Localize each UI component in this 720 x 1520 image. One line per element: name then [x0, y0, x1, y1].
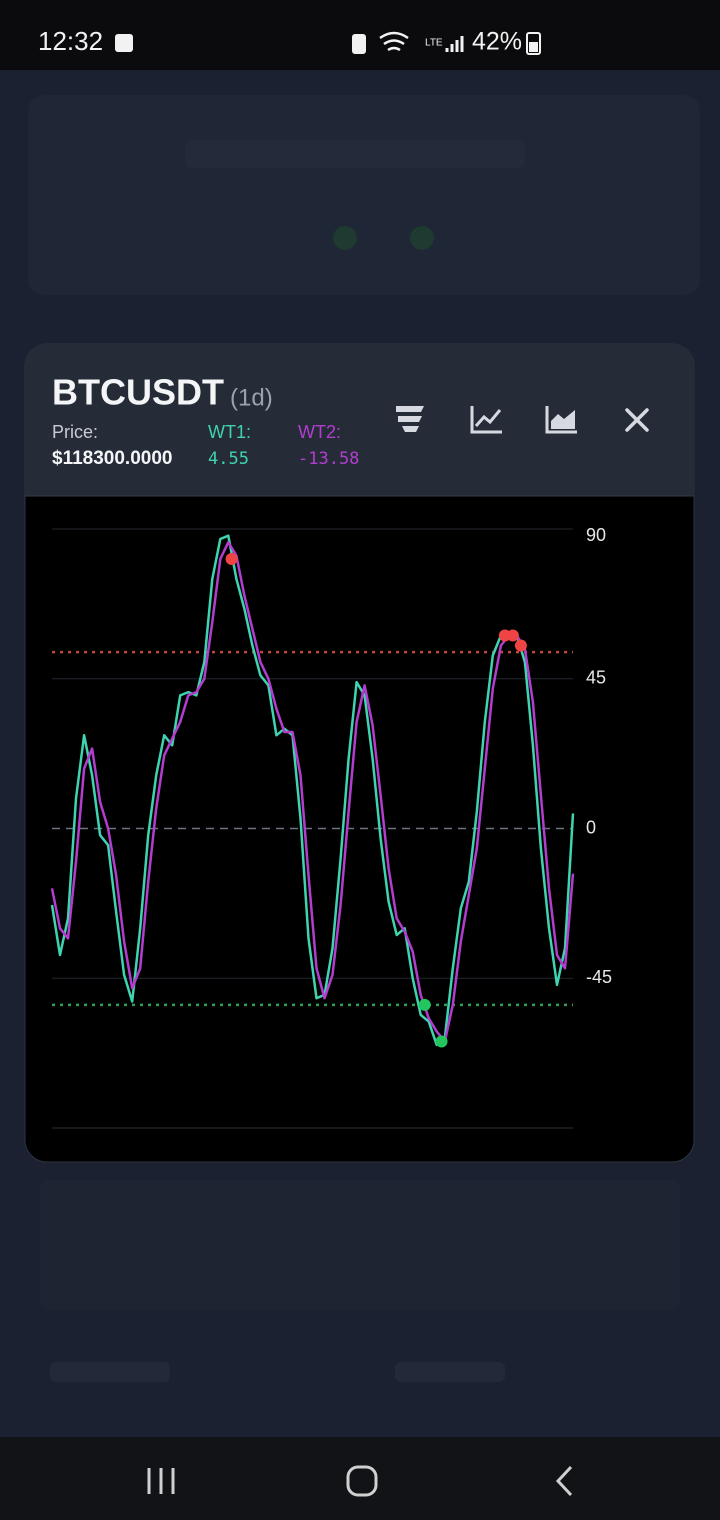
background-blur [333, 226, 357, 250]
battery-level [529, 42, 538, 52]
background-blur [40, 1180, 680, 1310]
home-icon [346, 1465, 378, 1497]
interval: (1d) [230, 384, 273, 411]
funnel-button[interactable] [396, 406, 424, 432]
y-tick-label: -45 [586, 967, 612, 987]
line-chart-icon [470, 406, 502, 434]
signal-dot [514, 639, 527, 652]
close-button[interactable] [625, 408, 649, 432]
signal-dot [225, 552, 238, 565]
price-label: Price: [52, 422, 98, 442]
background-blur [185, 140, 525, 168]
home-button[interactable] [346, 1465, 378, 1497]
axis-icon [545, 406, 577, 434]
background-blur [410, 226, 434, 250]
plot: 90 45 0 -45 [50, 525, 612, 1129]
gallery-icon [115, 34, 133, 52]
nav-bar [0, 1437, 720, 1520]
recents-button[interactable] [147, 1468, 175, 1494]
wt2-value: -13.58 [298, 449, 359, 469]
signal-dot [418, 998, 431, 1011]
modal-header [25, 344, 694, 496]
price: $118300.0000 [52, 448, 172, 469]
signal-icon [445, 36, 464, 52]
funnel-icon [396, 406, 424, 432]
status-time: 12:32 [38, 26, 103, 56]
series-line [50, 541, 575, 1043]
recents-icon [147, 1468, 175, 1494]
area-chart-icon [551, 410, 575, 429]
symbol: BTCUSDT [52, 372, 224, 413]
back-button[interactable] [555, 1465, 573, 1497]
battery-percent: 42% [472, 28, 522, 56]
wifi-icon [379, 31, 409, 52]
back-icon [555, 1465, 573, 1497]
background-blur [50, 1362, 170, 1382]
wt1-label: WT1: [208, 422, 251, 442]
y-tick-label: 0 [586, 817, 596, 837]
signal-dot [506, 629, 519, 642]
wt2-label: WT2: [298, 422, 341, 442]
battery-saver-icon [352, 34, 366, 54]
background-card [28, 95, 700, 295]
y-tick-label: 90 [586, 525, 606, 545]
background-blur [395, 1362, 505, 1382]
line-chart-button[interactable] [470, 406, 502, 434]
close-icon [625, 408, 649, 432]
lte-icon: LTE [425, 38, 443, 49]
wt1-value: 4.55 [208, 449, 249, 469]
signal-dot [435, 1035, 448, 1048]
series-line [50, 534, 575, 1047]
area-chart-button[interactable] [545, 406, 577, 434]
y-tick-label: 45 [586, 668, 606, 688]
battery-icon [526, 32, 541, 55]
